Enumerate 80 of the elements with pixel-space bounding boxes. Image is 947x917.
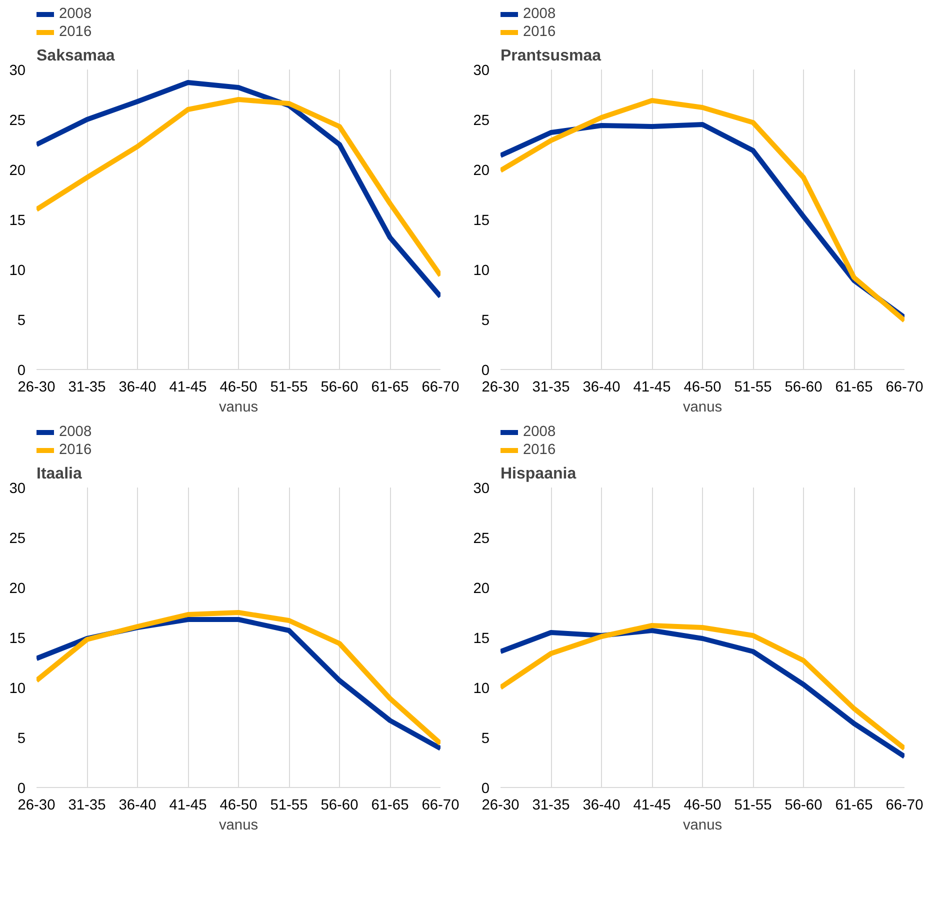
x-tick-label: 51-55: [734, 380, 772, 396]
x-tick-label: 31-35: [68, 380, 106, 396]
legend-label: 2008: [523, 424, 556, 440]
x-tick-label: 31-35: [532, 798, 570, 814]
x-tick-label: 46-50: [220, 798, 258, 814]
chart-title: Saksamaa: [36, 48, 115, 64]
x-tick-label: 46-50: [684, 798, 722, 814]
y-tick-label: 5: [481, 313, 490, 329]
x-tick-label: 41-45: [169, 380, 207, 396]
y-tick-label: 20: [473, 581, 490, 597]
x-axis-title: vanus: [682, 400, 722, 416]
legend-label: 2008: [59, 424, 92, 440]
y-tick-label: 30: [473, 481, 490, 497]
y-tick-label: 20: [473, 163, 490, 179]
x-tick-label: 31-35: [68, 798, 106, 814]
x-axis-title: vanus: [218, 818, 258, 834]
chart-title: Hispaania: [500, 466, 576, 482]
x-tick-label: 66-70: [422, 380, 460, 396]
y-tick-label: 30: [9, 63, 26, 79]
y-tick-label: 15: [9, 213, 26, 229]
y-tick-label: 30: [9, 481, 26, 497]
x-tick-label: 56-60: [784, 380, 822, 396]
y-tick-label: 25: [473, 531, 490, 547]
x-tick-label: 41-45: [633, 798, 671, 814]
x-tick-label: 51-55: [270, 798, 308, 814]
x-tick-label: 61-65: [371, 380, 409, 396]
y-tick-label: 0: [17, 363, 26, 379]
y-tick-label: 5: [17, 731, 26, 747]
x-tick-label: 31-35: [532, 380, 570, 396]
y-tick-label: 5: [17, 313, 26, 329]
y-tick-label: 15: [473, 631, 490, 647]
y-tick-label: 15: [9, 631, 26, 647]
y-tick-label: 25: [9, 531, 26, 547]
x-tick-label: 41-45: [169, 798, 207, 814]
x-tick-label: 36-40: [582, 380, 620, 396]
x-tick-label: 56-60: [320, 380, 358, 396]
x-tick-label: 61-65: [835, 798, 873, 814]
y-tick-label: 10: [9, 681, 26, 697]
x-tick-label: 46-50: [220, 380, 258, 396]
legend-label: 2008: [59, 6, 92, 22]
legend-label: 2016: [523, 442, 556, 458]
y-tick-label: 20: [9, 163, 26, 179]
y-tick-label: 10: [9, 263, 26, 279]
x-tick-label: 26-30: [482, 380, 520, 396]
legend-label: 2008: [523, 6, 556, 22]
x-tick-label: 36-40: [118, 380, 156, 396]
legend-label: 2016: [59, 442, 92, 458]
y-tick-label: 10: [473, 681, 490, 697]
y-tick-label: 0: [481, 363, 490, 379]
x-tick-label: 46-50: [684, 380, 722, 396]
x-tick-label: 41-45: [633, 380, 671, 396]
x-tick-label: 56-60: [784, 798, 822, 814]
x-tick-label: 26-30: [18, 380, 56, 396]
y-tick-label: 20: [9, 581, 26, 597]
y-tick-label: 30: [473, 63, 490, 79]
legend-label: 2016: [523, 24, 556, 40]
legend-label: 2016: [59, 24, 92, 40]
x-tick-label: 61-65: [835, 380, 873, 396]
x-tick-label: 66-70: [422, 798, 460, 814]
x-tick-label: 36-40: [118, 798, 156, 814]
chart-title: Itaalia: [36, 466, 82, 482]
x-tick-label: 26-30: [18, 798, 56, 814]
y-tick-label: 5: [481, 731, 490, 747]
y-tick-label: 10: [473, 263, 490, 279]
x-axis-title: vanus: [682, 818, 722, 834]
x-tick-label: 66-70: [886, 380, 924, 396]
chart-title: Prantsusmaa: [500, 48, 602, 64]
x-tick-label: 66-70: [886, 798, 924, 814]
x-tick-label: 61-65: [371, 798, 409, 814]
x-tick-label: 51-55: [734, 798, 772, 814]
y-tick-label: 0: [17, 781, 26, 797]
x-tick-label: 51-55: [270, 380, 308, 396]
x-tick-label: 36-40: [582, 798, 620, 814]
y-tick-label: 15: [473, 213, 490, 229]
x-tick-label: 56-60: [320, 798, 358, 814]
y-tick-label: 25: [473, 113, 490, 129]
x-axis-title: vanus: [218, 400, 258, 416]
y-tick-label: 25: [9, 113, 26, 129]
y-tick-label: 0: [481, 781, 490, 797]
x-tick-label: 26-30: [482, 798, 520, 814]
